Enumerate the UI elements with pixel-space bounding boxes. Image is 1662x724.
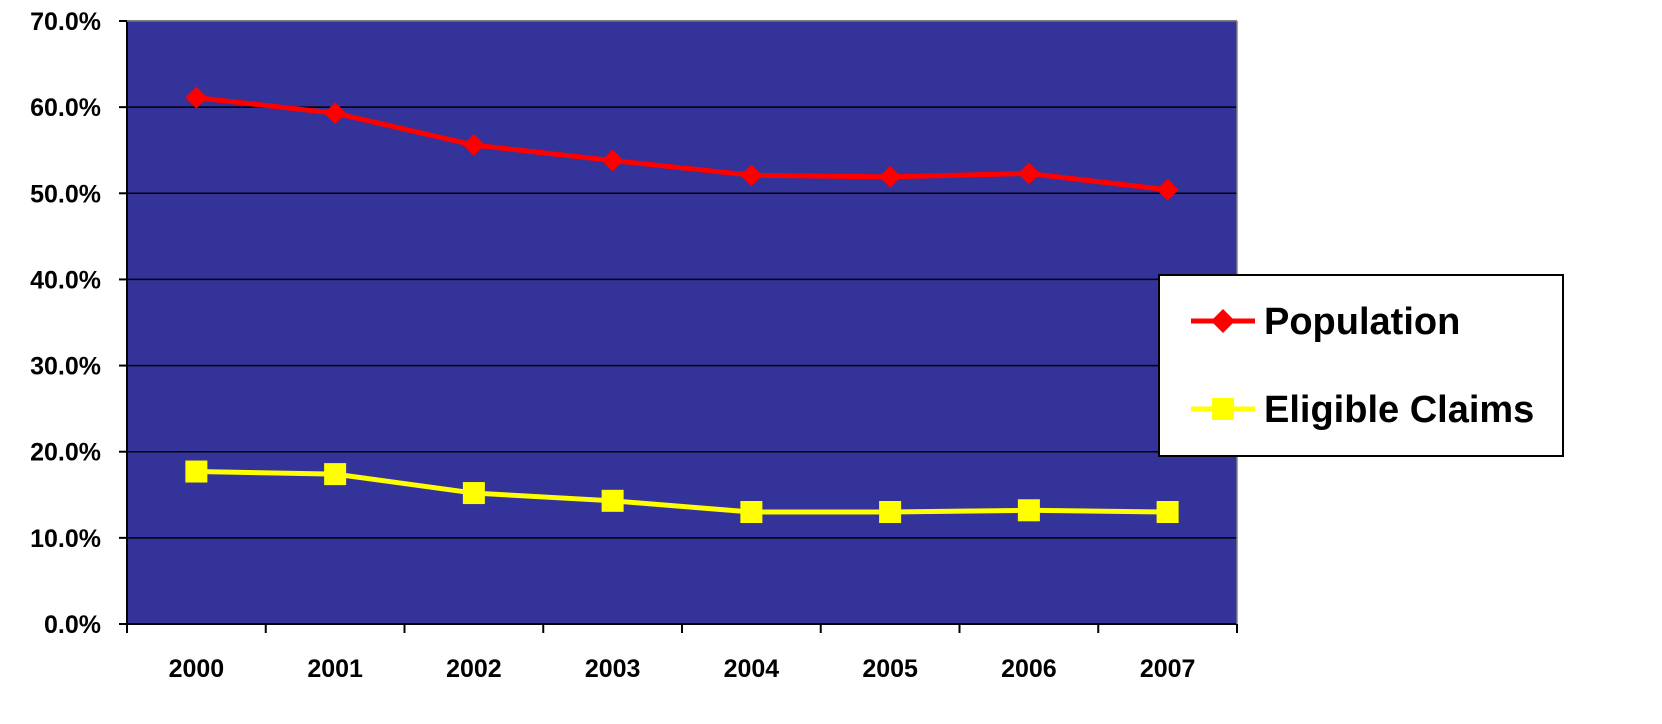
data-point-population-2003 — [601, 149, 624, 172]
data-point-population-2000 — [185, 86, 208, 109]
data-point-population-2006 — [1017, 162, 1040, 185]
legend-box — [1158, 274, 1564, 457]
y-tick-label-5: 50.0% — [30, 180, 101, 208]
series-line-eligible-claims — [196, 469, 1168, 515]
data-point-eligible-claims-2006 — [1017, 499, 1040, 522]
data-point-eligible-claims-2005 — [879, 501, 902, 524]
x-tick-label-2005: 2005 — [862, 655, 918, 683]
legend: Population Eligible Claims — [1158, 274, 1564, 457]
data-point-population-2005 — [879, 165, 902, 188]
x-axis-tick-labels: 2000 2001 2002 2003 2004 2005 2006 2007 — [169, 655, 1196, 683]
x-tick-label-2004: 2004 — [724, 655, 780, 683]
legend-marker-population — [1211, 309, 1235, 333]
data-point-eligible-claims-2007 — [1156, 501, 1179, 524]
y-tick-label-6: 60.0% — [30, 94, 101, 122]
y-tick-label-7: 70.0% — [30, 8, 101, 36]
y-tick-label-4: 40.0% — [30, 266, 101, 294]
axes — [119, 20, 1238, 633]
legend-label-population: Population — [1264, 301, 1460, 343]
x-tick-label-2002: 2002 — [446, 655, 502, 683]
x-tick-label-2003: 2003 — [585, 655, 641, 683]
y-axis-tick-labels: 0.0% 10.0% 20.0% 30.0% 40.0% 50.0% 60.0% 70.0% — [30, 8, 101, 639]
x-tick-label-2001: 2001 — [307, 655, 363, 683]
series-line-population — [196, 95, 1168, 193]
data-point-eligible-claims-2004 — [740, 501, 763, 524]
plot-area — [127, 21, 1237, 624]
data-point-eligible-claims-2003 — [601, 489, 624, 512]
data-point-eligible-claims-2001 — [324, 463, 347, 486]
data-point-population-2007 — [1156, 178, 1179, 201]
y-tick-label-0: 0.0% — [44, 611, 101, 639]
series — [185, 86, 1179, 524]
legend-marker-eligible-claims — [1212, 398, 1234, 420]
x-tick-label-2007: 2007 — [1140, 655, 1196, 683]
data-point-population-2004 — [740, 164, 763, 187]
y-tick-label-1: 10.0% — [30, 525, 101, 553]
data-point-eligible-claims-2000 — [185, 460, 208, 483]
legend-label-eligible-claims: Eligible Claims — [1264, 389, 1534, 431]
x-tick-label-2000: 2000 — [169, 655, 225, 683]
data-point-eligible-claims-2002 — [462, 482, 485, 505]
data-point-population-2001 — [324, 102, 347, 125]
y-tick-label-3: 30.0% — [30, 353, 101, 381]
y-tick-label-2: 20.0% — [30, 439, 101, 467]
x-tick-label-2006: 2006 — [1001, 655, 1057, 683]
data-point-population-2002 — [462, 134, 485, 157]
series-population — [185, 86, 1179, 201]
series-eligible-claims — [185, 460, 1179, 524]
